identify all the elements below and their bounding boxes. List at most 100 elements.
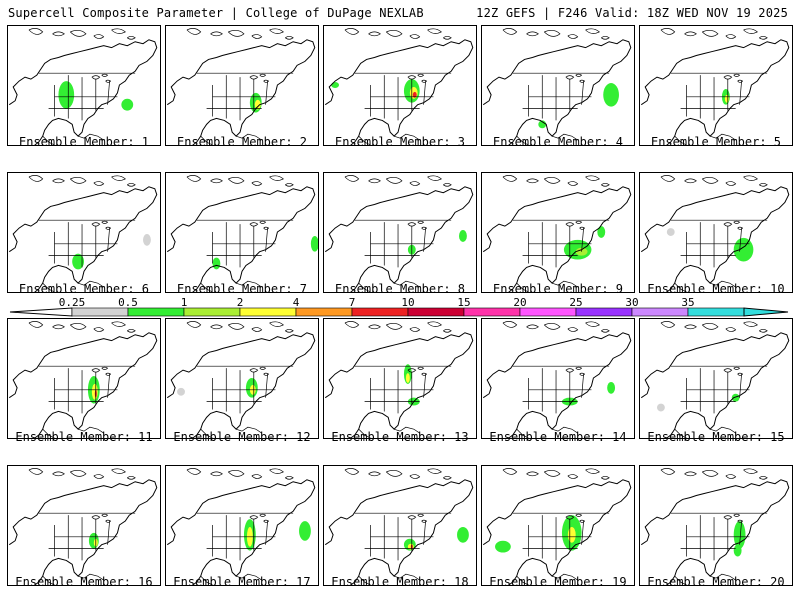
ensemble-map-panel[interactable]	[7, 25, 161, 146]
scp-shading	[143, 233, 151, 246]
state-lines	[48, 75, 118, 121]
colorbar-swatch	[463, 307, 521, 317]
colorbar-swatch	[407, 307, 465, 317]
state-lines	[680, 515, 750, 561]
ensemble-map-panel[interactable]	[639, 318, 793, 439]
ensemble-map-panel[interactable]	[7, 172, 161, 293]
north-america-map	[324, 321, 474, 438]
state-lines	[522, 222, 592, 268]
scp-shading	[457, 526, 469, 543]
scp-shading	[656, 403, 665, 412]
ensemble-map-panel[interactable]	[481, 25, 635, 146]
colorbar-swatch	[295, 307, 353, 317]
ensemble-map-panel[interactable]	[639, 25, 793, 146]
ensemble-map-panel[interactable]	[323, 318, 477, 439]
state-lines	[364, 222, 434, 268]
arctic-islands	[28, 321, 136, 333]
coastline	[166, 39, 316, 145]
great-lakes	[249, 366, 270, 376]
mexico-coast	[358, 426, 420, 438]
ensemble-map-panel[interactable]	[481, 172, 635, 293]
scp-shading	[412, 91, 417, 98]
arctic-islands	[660, 321, 768, 333]
great-lakes	[249, 513, 270, 523]
great-lakes	[91, 513, 112, 523]
scp-shading	[733, 237, 754, 262]
ensemble-map-panel[interactable]	[165, 465, 319, 586]
ensemble-map-panel[interactable]	[165, 25, 319, 146]
colorbar-swatch	[575, 307, 633, 317]
great-lakes	[565, 220, 586, 230]
ensemble-map-panel[interactable]	[165, 172, 319, 293]
ensemble-member-label: Ensemble Member: 13	[331, 430, 469, 444]
mexico-coast	[200, 573, 262, 585]
ensemble-member-label: Ensemble Member: 1	[18, 135, 150, 149]
colorbar-tick-label: 7	[349, 296, 356, 309]
arctic-islands	[344, 321, 452, 333]
colorbar-tick-label: 35	[681, 296, 694, 309]
ensemble-map-panel[interactable]	[323, 465, 477, 586]
arctic-islands	[502, 175, 610, 187]
scp-shading	[733, 544, 742, 557]
coastline	[324, 186, 474, 292]
north-america-map	[8, 28, 158, 145]
state-lines	[206, 75, 276, 121]
ensemble-map-panel[interactable]	[323, 172, 477, 293]
great-lakes	[91, 366, 112, 376]
arctic-islands	[502, 321, 610, 333]
scp-shading	[567, 526, 576, 543]
great-lakes	[91, 220, 112, 230]
coastline	[482, 479, 632, 585]
ensemble-map-panel[interactable]	[323, 25, 477, 146]
ensemble-map-panel[interactable]	[639, 172, 793, 293]
coastline	[324, 479, 474, 585]
north-america-map	[482, 468, 632, 585]
coastline	[482, 186, 632, 292]
ensemble-member-label: Ensemble Member: 6	[18, 282, 150, 296]
ensemble-map-panel[interactable]	[481, 318, 635, 439]
north-america-map	[640, 468, 790, 585]
mexico-coast	[358, 280, 420, 292]
mexico-coast	[674, 426, 736, 438]
ensemble-member-label: Ensemble Member: 2	[176, 135, 308, 149]
mexico-coast	[674, 573, 736, 585]
great-lakes	[565, 513, 586, 523]
coastline	[640, 479, 790, 585]
great-lakes	[565, 366, 586, 376]
scp-shading	[331, 82, 340, 88]
arctic-islands	[28, 175, 136, 187]
arctic-islands	[660, 468, 768, 480]
map-title: Supercell Composite Parameter | College …	[8, 6, 424, 20]
scp-shading	[310, 235, 318, 252]
state-lines	[680, 75, 750, 121]
colorbar-tick-label: 1	[181, 296, 188, 309]
ensemble-member-label: Ensemble Member: 3	[334, 135, 466, 149]
colorbar-tick-label: 0.25	[59, 296, 86, 309]
arctic-islands	[28, 468, 136, 480]
ensemble-map-panel[interactable]	[639, 465, 793, 586]
north-america-map	[640, 321, 790, 438]
ensemble-map-panel[interactable]	[481, 465, 635, 586]
north-america-map	[482, 175, 632, 292]
mexico-coast	[516, 426, 578, 438]
scp-shading	[597, 226, 606, 238]
great-lakes	[407, 73, 428, 83]
mexico-coast	[516, 573, 578, 585]
ensemble-member-label: Ensemble Member: 5	[650, 135, 782, 149]
north-america-map	[640, 175, 790, 292]
ensemble-map-panel[interactable]	[7, 318, 161, 439]
colorbar-left-arrow	[9, 307, 73, 317]
scp-shading	[733, 521, 746, 549]
mexico-coast	[200, 426, 262, 438]
ensemble-member-label: Ensemble Member: 8	[334, 282, 466, 296]
state-lines	[364, 75, 434, 121]
ensemble-map-panel[interactable]	[7, 465, 161, 586]
ensemble-map-panel[interactable]	[165, 318, 319, 439]
mexico-coast	[42, 133, 104, 145]
scp-shading	[405, 373, 410, 383]
valid-time-label: 12Z GEFS | F246 Valid: 18Z WED NOV 19 20…	[476, 6, 788, 20]
coastline	[324, 332, 474, 438]
arctic-islands	[186, 175, 294, 187]
colorbar-tick-label: 4	[293, 296, 300, 309]
mexico-coast	[42, 426, 104, 438]
